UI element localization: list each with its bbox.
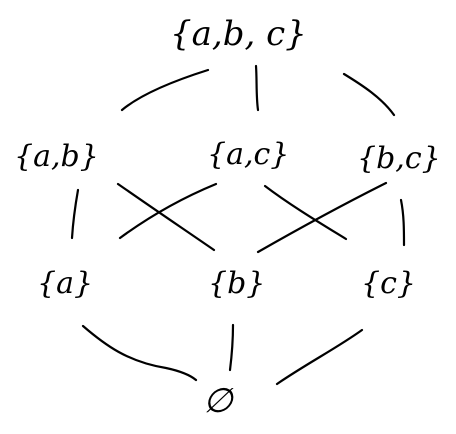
edge-bc-b (256, 181, 388, 254)
edge-ac-c (263, 184, 348, 241)
node-empty: ∅ (203, 381, 234, 421)
edge-a-empty (81, 324, 198, 382)
edge-c-empty (275, 328, 364, 386)
edge-abc-bc (342, 72, 396, 117)
node-bc: {b,c} (357, 141, 441, 176)
edge-abc-ac (254, 64, 260, 112)
node-ac: {a,c} (207, 137, 289, 172)
edge-ab-b (116, 182, 216, 252)
edge-b-empty (228, 323, 235, 372)
node-a: {a} (37, 266, 93, 301)
edge-ab-a (70, 188, 80, 240)
node-ab: {a,b} (14, 139, 99, 174)
edge-abc-ab (120, 68, 210, 112)
node-b: {b} (208, 266, 265, 301)
node-c: {c} (361, 266, 416, 301)
node-abc: {a,b, c} (170, 14, 307, 54)
edge-ac-a (118, 182, 218, 240)
edge-bc-c (399, 198, 406, 247)
